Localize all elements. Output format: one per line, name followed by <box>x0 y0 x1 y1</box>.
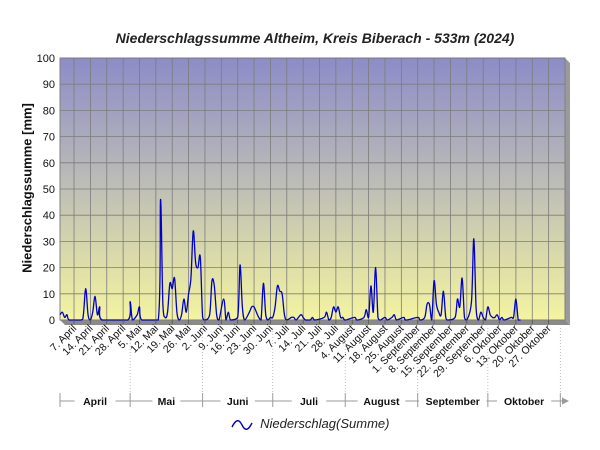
plot-bottom-wall <box>60 320 570 325</box>
y-tick-labels: 0 10 20 30 40 50 60 70 80 90 100 <box>37 53 55 327</box>
month-label-bg <box>74 394 116 407</box>
y-tick-label: 30 <box>43 236 55 248</box>
chart-title: Niederschlagssumme Altheim, Kreis Bibera… <box>115 30 515 46</box>
month-label-bg <box>152 394 181 407</box>
month-label: September <box>426 396 480 408</box>
month-label-bg <box>419 394 487 407</box>
month-band-arrow <box>562 397 569 405</box>
legend-label: Niederschlag(Summe) <box>260 416 390 431</box>
legend: Niederschlag(Summe) <box>0 416 600 431</box>
y-tick-label: 20 <box>43 263 55 275</box>
plot-right-wall <box>565 58 570 325</box>
month-label-bg <box>220 394 255 407</box>
month-label-bg <box>291 394 327 407</box>
plot-depth-layer <box>60 58 570 325</box>
series-layer <box>59 198 521 321</box>
series-line <box>59 198 521 321</box>
y-tick-label: 60 <box>43 158 55 170</box>
y-tick-label: 10 <box>43 289 55 301</box>
month-label-bg <box>357 394 406 407</box>
y-tick-label: 80 <box>43 105 55 117</box>
month-label: Mai <box>158 396 176 408</box>
grid-lines <box>60 57 565 321</box>
month-label: Juni <box>227 396 249 408</box>
y-tick-label: 50 <box>43 184 55 196</box>
y-tick-label: 90 <box>43 79 55 91</box>
month-label: Juli <box>300 396 318 408</box>
y-tick-label: 70 <box>43 132 55 144</box>
month-label: August <box>363 396 400 408</box>
month-band: April Mai Juni Juli August September Oktober <box>59 328 569 408</box>
legend-line-icon <box>230 419 253 430</box>
y-tick-label: 100 <box>37 53 55 65</box>
month-label: April <box>83 396 107 408</box>
month-label-bg <box>496 394 552 407</box>
y-tick-label: 0 <box>49 315 55 327</box>
month-label: Oktober <box>504 396 544 408</box>
y-tick-label: 40 <box>43 210 55 222</box>
